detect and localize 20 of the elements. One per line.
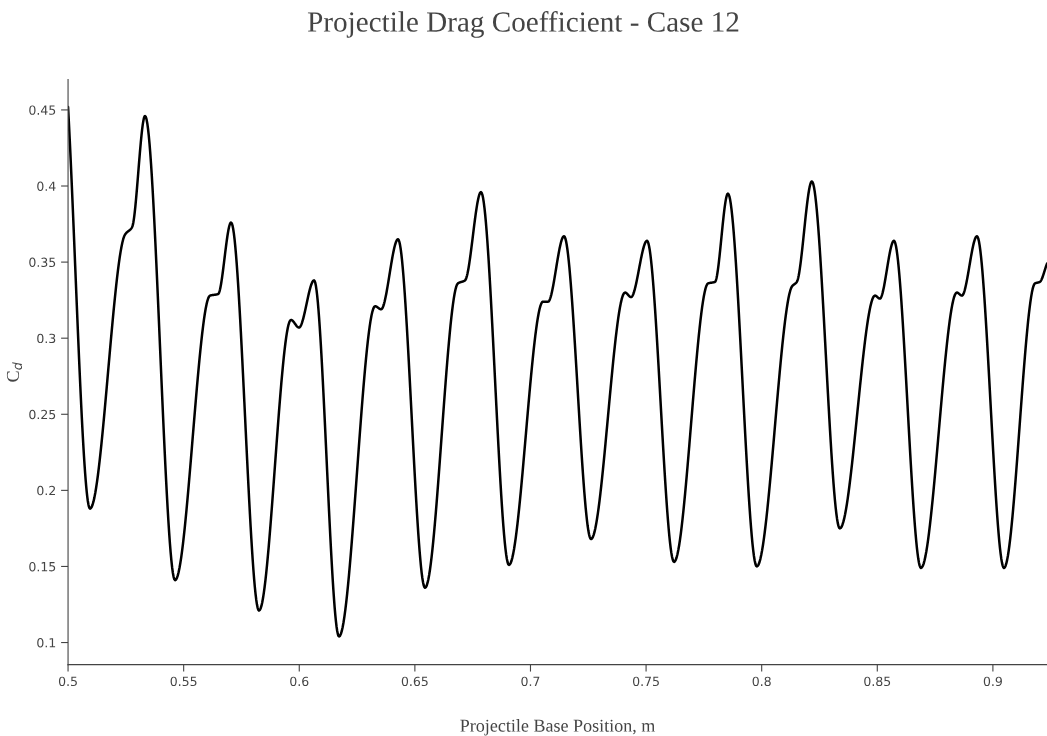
x-tick-label: 0.9 (983, 676, 1002, 687)
x-tick-label: 0.5 (58, 676, 77, 687)
x-tick-label: 0.7 (521, 676, 540, 687)
y-tick-label: 0.4 (37, 181, 56, 191)
chart-title: Projectile Drag Coefficient - Case 12 (307, 11, 739, 38)
x-tick-label: 0.65 (401, 676, 428, 687)
x-tick-label: 0.8 (752, 676, 771, 687)
y-tick-label: 0.3 (37, 333, 56, 344)
y-tick-label: 0.2 (37, 485, 55, 496)
x-tick-label: 0.85 (864, 676, 891, 687)
x-tick-label: 0.6 (290, 676, 309, 687)
y-axis-title: C$_{d}$ (6, 362, 23, 382)
y-tick-label: 0.1 (37, 638, 56, 648)
x-axis-title: Projectile Base Position, m (460, 719, 656, 736)
x-tick-label: 0.55 (170, 676, 197, 687)
y-tick-label: 0.35 (29, 257, 56, 268)
y-tick-label: 0.25 (29, 409, 56, 420)
y-tick-label: 0.15 (29, 561, 56, 572)
y-tick-label: 0.45 (29, 105, 56, 115)
x-tick-label: 0.75 (632, 676, 659, 687)
